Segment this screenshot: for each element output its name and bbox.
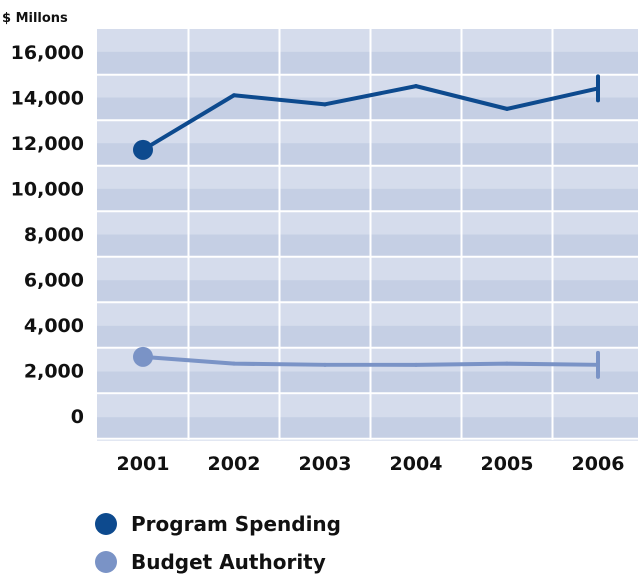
plot-background xyxy=(97,29,638,441)
y-tick-label: 0 xyxy=(71,406,84,428)
series-line-budget-authority xyxy=(141,354,600,367)
background-band xyxy=(97,394,638,418)
background-band xyxy=(97,348,638,372)
legend-label-budget-authority: Budget Authority xyxy=(131,550,326,574)
background-band xyxy=(97,120,638,144)
background-band xyxy=(97,417,638,441)
background-band xyxy=(97,51,638,76)
background-band xyxy=(97,211,638,235)
legend-marker-program-spending xyxy=(95,513,117,535)
x-tick-label: 2005 xyxy=(481,453,534,475)
series-layer xyxy=(133,74,600,379)
background-band xyxy=(97,166,638,190)
background-band xyxy=(97,143,638,167)
series-program-spending xyxy=(133,74,600,160)
background-band xyxy=(97,74,638,98)
y-tick-label: 10,000 xyxy=(11,179,84,201)
data-point-program-spending xyxy=(232,93,236,98)
y-tick-label: 2,000 xyxy=(24,361,84,383)
background-band xyxy=(97,257,638,281)
y-tick-label: 8,000 xyxy=(24,224,84,246)
background-band xyxy=(97,303,638,327)
y-tick-label: 16,000 xyxy=(11,42,84,64)
x-tick-label: 2001 xyxy=(117,453,170,475)
data-point-budget-authority xyxy=(323,362,327,367)
legend: Program Spending Budget Authority xyxy=(95,508,455,584)
background-band xyxy=(97,280,638,304)
y-axis-ticks: 0 2,000 4,000 6,000 8,000 10,000 12,000 14,000 1… xyxy=(11,42,84,428)
start-marker-budget-authority xyxy=(133,346,153,367)
background-band xyxy=(97,29,638,53)
data-point-program-spending xyxy=(505,106,509,111)
x-tick-label: 2004 xyxy=(390,453,443,475)
series-line-program-spending xyxy=(141,84,600,152)
data-point-budget-authority xyxy=(232,361,236,366)
x-tick-label: 2002 xyxy=(208,453,261,475)
series-budget-authority xyxy=(133,346,600,379)
data-point-budget-authority xyxy=(505,361,509,366)
background-band xyxy=(97,371,638,395)
legend-marker-budget-authority xyxy=(95,551,117,573)
y-tick-label: 12,000 xyxy=(11,133,84,155)
y-tick-label: 14,000 xyxy=(11,88,84,110)
background-band xyxy=(97,325,638,350)
gridlines xyxy=(97,29,638,440)
start-marker-program-spending xyxy=(133,139,153,160)
background-band xyxy=(97,234,638,258)
y-tick-label: 4,000 xyxy=(24,315,84,337)
legend-label-program-spending: Program Spending xyxy=(131,512,341,536)
y-tick-label: 6,000 xyxy=(24,270,84,292)
data-point-program-spending xyxy=(414,84,418,89)
x-tick-label: 2003 xyxy=(299,453,352,475)
x-axis-ticks: 2001 2002 2003 2004 2005 2006 xyxy=(117,453,625,475)
background-band xyxy=(97,188,638,213)
y-unit-label: $ Millons xyxy=(2,11,68,26)
background-band xyxy=(97,97,638,121)
x-tick-label: 2006 xyxy=(572,453,625,475)
legend-item-budget-authority: Budget Authority xyxy=(95,546,455,578)
legend-item-program-spending: Program Spending xyxy=(95,508,455,540)
data-point-budget-authority xyxy=(414,362,418,367)
data-point-program-spending xyxy=(323,102,327,107)
